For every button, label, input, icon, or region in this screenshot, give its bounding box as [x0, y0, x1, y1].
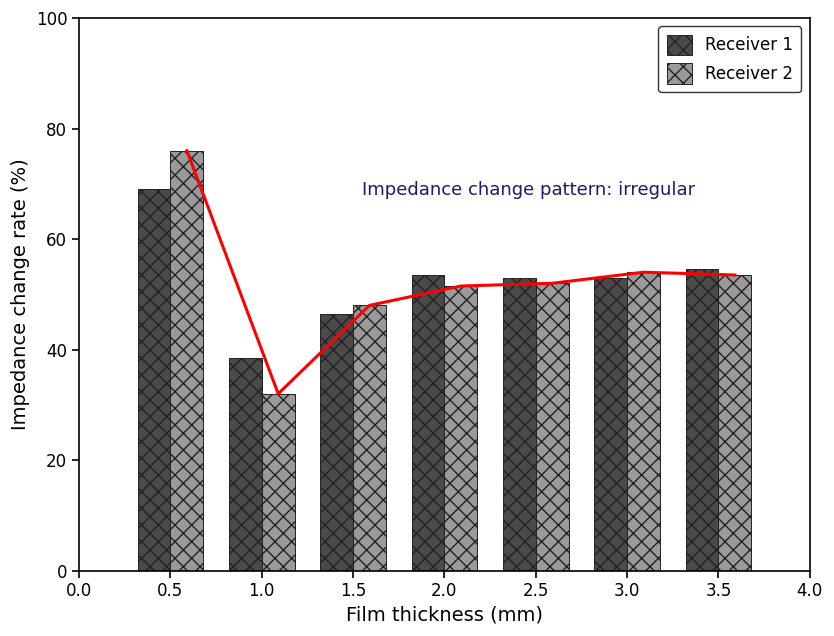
Bar	[411, 275, 445, 570]
Legend: Receiver 1, Receiver 2: Receiver 1, Receiver 2	[658, 27, 801, 92]
Bar	[718, 275, 751, 570]
Bar	[627, 272, 660, 570]
Text: Impedance change pattern: irregular: Impedance change pattern: irregular	[362, 181, 696, 199]
Bar	[320, 314, 353, 570]
Bar	[594, 278, 627, 570]
Bar	[445, 286, 477, 570]
Bar	[262, 394, 294, 570]
X-axis label: Film thickness (mm): Film thickness (mm)	[346, 606, 543, 625]
Bar	[353, 305, 386, 570]
Bar	[229, 358, 262, 570]
Y-axis label: Impedance change rate (%): Impedance change rate (%)	[11, 158, 30, 430]
Bar	[686, 270, 718, 570]
Bar	[503, 278, 535, 570]
Bar	[535, 283, 569, 570]
Bar	[138, 190, 170, 570]
Bar	[170, 151, 203, 570]
